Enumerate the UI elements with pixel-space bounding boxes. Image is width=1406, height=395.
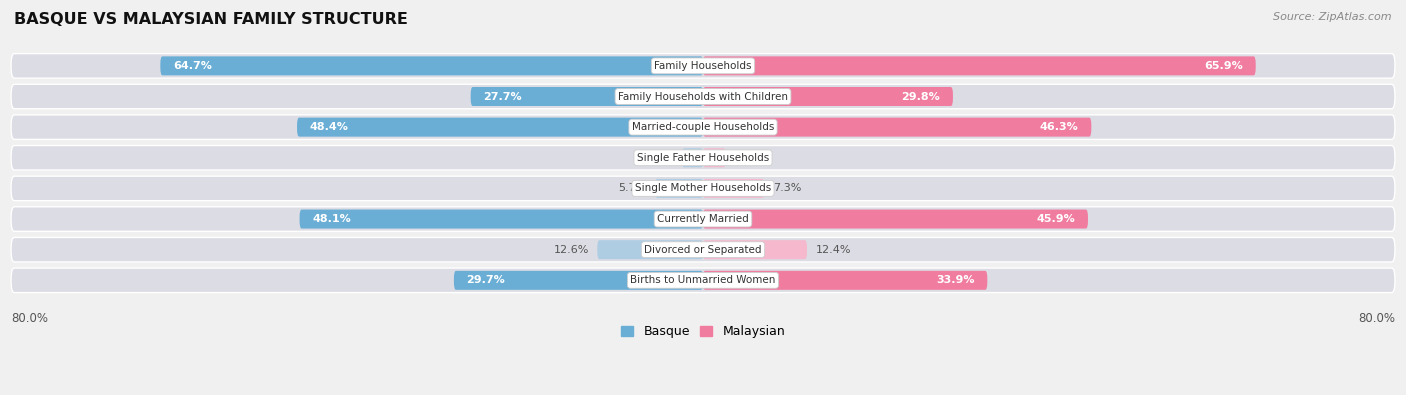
FancyBboxPatch shape [703,240,807,259]
Text: 12.4%: 12.4% [815,245,851,255]
FancyBboxPatch shape [703,210,1088,229]
Legend: Basque, Malaysian: Basque, Malaysian [616,320,790,343]
Text: Source: ZipAtlas.com: Source: ZipAtlas.com [1274,12,1392,22]
Text: 7.3%: 7.3% [773,183,801,194]
FancyBboxPatch shape [299,210,703,229]
Text: Married-couple Households: Married-couple Households [631,122,775,132]
Text: 2.7%: 2.7% [734,153,762,163]
Text: Currently Married: Currently Married [657,214,749,224]
Text: 29.8%: 29.8% [901,92,941,102]
Text: 80.0%: 80.0% [1358,312,1395,325]
FancyBboxPatch shape [703,118,1091,137]
FancyBboxPatch shape [160,56,703,75]
Text: BASQUE VS MALAYSIAN FAMILY STRUCTURE: BASQUE VS MALAYSIAN FAMILY STRUCTURE [14,12,408,27]
FancyBboxPatch shape [11,237,1395,262]
Text: 27.7%: 27.7% [484,92,522,102]
Text: 2.5%: 2.5% [645,153,673,163]
Text: 5.7%: 5.7% [619,183,647,194]
Text: Births to Unmarried Women: Births to Unmarried Women [630,275,776,285]
FancyBboxPatch shape [297,118,703,137]
FancyBboxPatch shape [11,54,1395,78]
Text: 29.7%: 29.7% [467,275,505,285]
Text: Family Households: Family Households [654,61,752,71]
FancyBboxPatch shape [11,115,1395,139]
Text: Single Mother Households: Single Mother Households [636,183,770,194]
FancyBboxPatch shape [682,148,703,167]
Text: 48.1%: 48.1% [312,214,352,224]
FancyBboxPatch shape [11,84,1395,109]
FancyBboxPatch shape [598,240,703,259]
FancyBboxPatch shape [11,176,1395,201]
Text: Single Father Households: Single Father Households [637,153,769,163]
Text: 45.9%: 45.9% [1036,214,1076,224]
FancyBboxPatch shape [11,268,1395,293]
Text: Divorced or Separated: Divorced or Separated [644,245,762,255]
FancyBboxPatch shape [703,271,987,290]
FancyBboxPatch shape [11,207,1395,231]
FancyBboxPatch shape [655,179,703,198]
FancyBboxPatch shape [703,179,765,198]
Text: 65.9%: 65.9% [1205,61,1243,71]
Text: 46.3%: 46.3% [1040,122,1078,132]
FancyBboxPatch shape [11,145,1395,170]
Text: Family Households with Children: Family Households with Children [619,92,787,102]
Text: 80.0%: 80.0% [11,312,48,325]
FancyBboxPatch shape [454,271,703,290]
Text: 64.7%: 64.7% [173,61,212,71]
FancyBboxPatch shape [471,87,703,106]
FancyBboxPatch shape [703,148,725,167]
Text: 33.9%: 33.9% [936,275,974,285]
FancyBboxPatch shape [703,87,953,106]
Text: 12.6%: 12.6% [554,245,589,255]
FancyBboxPatch shape [703,56,1256,75]
Text: 48.4%: 48.4% [309,122,349,132]
